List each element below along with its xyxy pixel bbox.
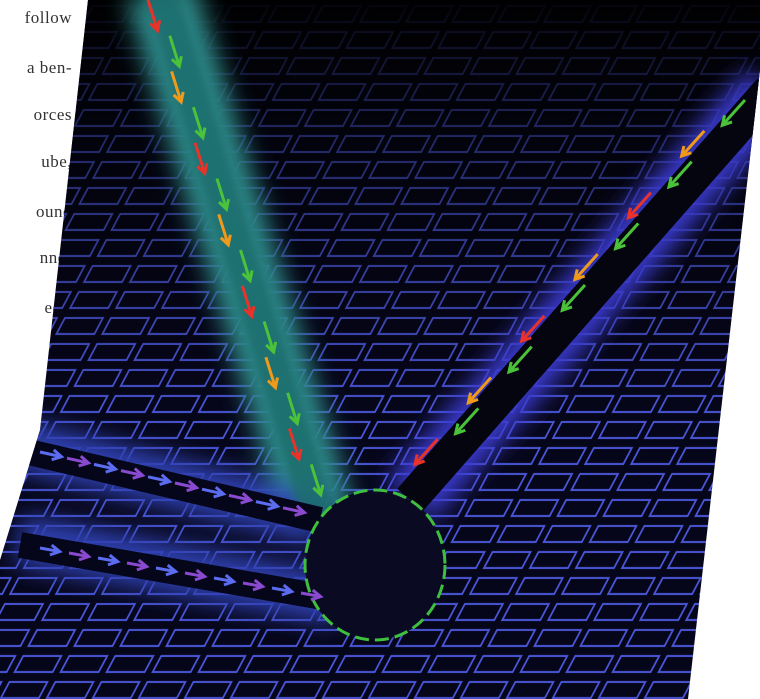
arrow — [68, 548, 92, 562]
arrow — [239, 249, 254, 284]
arrow — [453, 407, 480, 436]
arrow — [147, 473, 173, 486]
arrow — [120, 467, 146, 480]
arrow — [255, 498, 281, 511]
arrow — [193, 142, 209, 177]
arrow — [519, 314, 546, 344]
arrow — [242, 578, 266, 592]
arrow — [560, 283, 587, 313]
arrow — [213, 573, 237, 587]
arrow — [309, 463, 325, 498]
arrow — [613, 222, 640, 251]
arrow — [39, 448, 65, 462]
arrow — [93, 461, 119, 474]
arrow — [97, 553, 121, 567]
arrow — [228, 492, 254, 505]
arrow — [412, 438, 439, 467]
arrow — [155, 563, 179, 577]
arrow — [39, 543, 63, 557]
text-line: ube, — [41, 152, 72, 171]
arrow — [126, 558, 150, 572]
arrow — [191, 106, 207, 141]
arrow — [146, 0, 162, 34]
arrow — [264, 356, 279, 391]
arrows — [39, 0, 747, 602]
arrow — [168, 35, 183, 70]
arrow — [184, 568, 208, 582]
arrow — [666, 160, 693, 190]
arrow — [282, 504, 308, 517]
text-line: follow — [24, 8, 72, 27]
arrow — [271, 583, 295, 597]
arrow — [506, 345, 533, 375]
arrow — [174, 479, 200, 493]
arrow — [262, 320, 278, 355]
arrow — [240, 285, 256, 320]
arrow — [286, 392, 301, 427]
tube — [303, 488, 447, 642]
arrow — [300, 588, 324, 602]
arrow — [572, 253, 599, 282]
arrow — [287, 428, 303, 463]
arrow — [466, 376, 493, 406]
arrow — [720, 98, 747, 128]
arrow — [679, 129, 706, 159]
text-line: a ben- — [26, 58, 72, 77]
arrow — [217, 213, 232, 248]
beam — [397, 78, 760, 512]
text-line: orces — [33, 105, 72, 124]
arrow — [170, 70, 185, 105]
arrow — [201, 485, 227, 499]
arrow — [626, 191, 653, 221]
arrow — [215, 178, 231, 213]
text-line: ound — [36, 202, 72, 221]
beam — [143, 0, 337, 525]
arrow — [66, 454, 92, 468]
